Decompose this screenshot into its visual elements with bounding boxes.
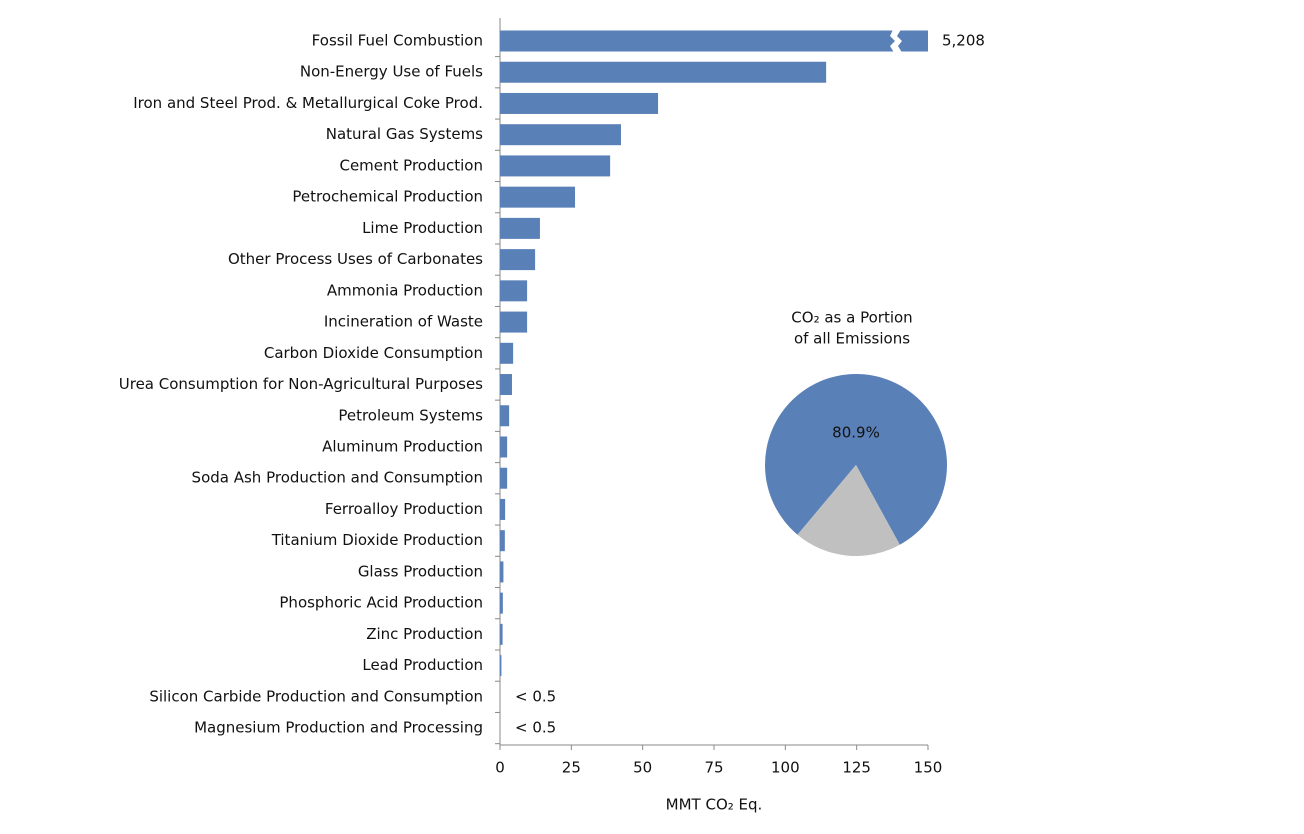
bar: [500, 30, 928, 52]
y-tick-label: Aluminum Production: [322, 437, 483, 455]
bar: [500, 436, 508, 458]
pie-slice: [797, 465, 900, 556]
y-tick-label: Urea Consumption for Non-Agricultural Pu…: [119, 375, 483, 393]
bar: [500, 498, 506, 520]
pie-title: of all Emissions: [794, 330, 910, 348]
x-tick-label: 0: [495, 759, 505, 777]
bar: [500, 592, 503, 614]
y-tick-label: Phosphoric Acid Production: [279, 594, 483, 612]
y-tick-label: Silicon Carbide Production and Consumpti…: [149, 687, 483, 705]
y-tick-label: Petroleum Systems: [338, 406, 483, 424]
x-tick-label: 125: [842, 759, 871, 777]
y-tick-label: Other Process Uses of Carbonates: [228, 250, 483, 268]
bar: [500, 311, 528, 333]
y-tick-label: Ammonia Production: [327, 281, 483, 299]
y-tick-label: Fossil Fuel Combustion: [312, 32, 483, 50]
bar: [500, 374, 512, 396]
y-tick-label: Cement Production: [339, 156, 483, 174]
x-tick-label: 50: [633, 759, 652, 777]
bar: [500, 623, 503, 645]
bar: [500, 249, 536, 271]
bar: [500, 342, 514, 364]
y-tick-label: Lead Production: [362, 656, 483, 674]
bar: [500, 217, 540, 239]
bar: [500, 280, 528, 302]
bar: [500, 186, 576, 208]
y-tick-label: Iron and Steel Prod. & Metallurgical Cok…: [133, 94, 483, 112]
y-tick-label: Natural Gas Systems: [326, 125, 483, 143]
bar: [500, 561, 504, 583]
y-tick-label: Non-Energy Use of Fuels: [300, 63, 483, 81]
value-label: < 0.5: [515, 687, 556, 705]
bar: [500, 155, 611, 177]
value-label: 80.9%: [832, 424, 880, 442]
y-tick-label: Zinc Production: [366, 625, 483, 643]
pie-slice: [765, 373, 948, 545]
bar: [500, 655, 502, 677]
bar: [500, 92, 659, 114]
axis-break: [890, 29, 902, 53]
y-tick-label: Magnesium Production and Processing: [194, 719, 483, 737]
y-tick-label: Soda Ash Production and Consumption: [192, 469, 483, 487]
bar: [500, 530, 505, 552]
y-tick-label: Glass Production: [358, 562, 483, 580]
x-tick-label: 75: [704, 759, 723, 777]
y-tick-label: Ferroalloy Production: [325, 500, 483, 518]
y-tick-label: Lime Production: [362, 219, 483, 237]
bar: [500, 405, 510, 427]
y-tick-label: Carbon Dioxide Consumption: [264, 344, 483, 362]
x-tick-label: 25: [562, 759, 581, 777]
bar: [500, 467, 508, 489]
pie-title: CO₂ as a Portion: [791, 309, 912, 327]
bar: [500, 61, 827, 83]
x-tick-label: 150: [914, 759, 943, 777]
y-tick-label: Titanium Dioxide Production: [271, 531, 483, 549]
value-label: < 0.5: [515, 719, 556, 737]
value-label: 5,208: [942, 32, 985, 50]
y-tick-label: Petrochemical Production: [292, 188, 483, 206]
y-tick-label: Incineration of Waste: [324, 313, 483, 331]
x-axis-title: MMT CO₂ Eq.: [666, 796, 763, 814]
bar: [500, 124, 621, 146]
x-tick-label: 100: [771, 759, 800, 777]
